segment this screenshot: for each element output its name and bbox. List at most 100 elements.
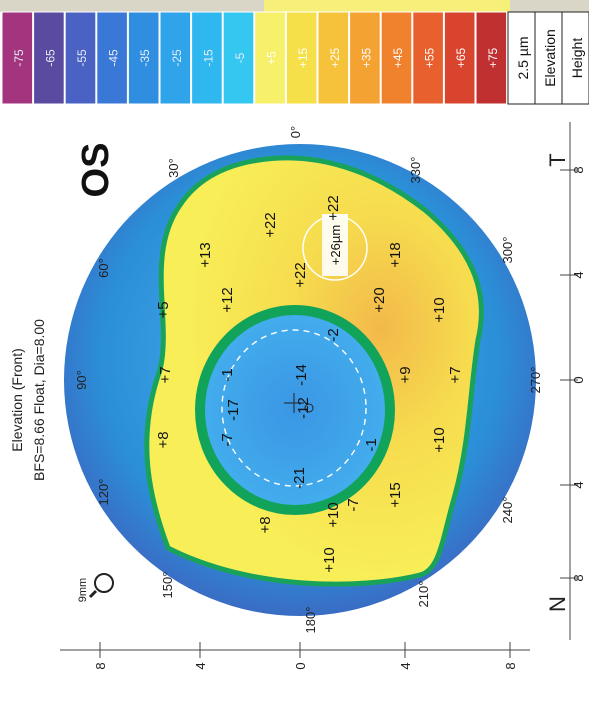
elevation-value: -14 (293, 364, 310, 386)
scale-step-label: 2.5 µm (515, 36, 531, 79)
scale-swatch (254, 11, 286, 105)
ruler-top-label: 0 (571, 376, 586, 383)
scale-swatch (33, 11, 65, 105)
elevation-value: -21 (291, 467, 308, 489)
ruler-left-label: 0 (293, 662, 308, 669)
elevation-value: -12 (295, 397, 312, 419)
pupil-outline (221, 329, 367, 487)
scale-value-label: -35 (138, 49, 152, 67)
angle-label: 240° (500, 497, 515, 524)
elevation-value: -2 (325, 328, 342, 341)
angle-label: 210° (416, 581, 431, 608)
scale-value-label: -75 (12, 49, 26, 67)
scale-swatch (191, 11, 223, 105)
elevation-value: -1 (219, 368, 236, 381)
scale-value-label: -15 (201, 49, 215, 67)
temporal-label: T (545, 153, 570, 166)
scale-value-label: +75 (486, 47, 500, 68)
scale-swatch (443, 11, 476, 105)
zoom-control[interactable]: 9mm (77, 573, 114, 602)
map-subtitle: BFS=8.66 Float, Dia=8.00 (31, 319, 47, 481)
elevation-value: +7 (447, 366, 464, 383)
scale-swatch (159, 11, 192, 105)
angle-label: 180° (303, 607, 318, 634)
elevation-value: -7 (219, 433, 236, 446)
scale-swatch (1, 11, 34, 105)
elevation-value: +7 (157, 366, 174, 383)
scale-value-label: +65 (454, 47, 468, 68)
ruler-top-label: 8 (571, 166, 586, 173)
elevation-value: +5 (155, 301, 172, 318)
scale-value-label: +55 (423, 47, 437, 68)
scale-swatch (285, 11, 318, 105)
angle-label: 300° (500, 237, 515, 264)
angle-label: 120° (96, 479, 111, 506)
scale-value-label: +45 (391, 47, 405, 68)
elevation-value: +18 (387, 242, 404, 267)
scale-swatch (412, 11, 444, 105)
elevation-map[interactable]: +26µm 0° 30° 60° 90° 120° 150° 180° 210° 240° 270… (64, 126, 543, 634)
ruler-left-label: 4 (193, 662, 208, 669)
ruler-top-label: 8 (571, 574, 586, 581)
elevation-value: +10 (325, 502, 342, 527)
scale-warm-strip (264, 0, 510, 12)
elevation-value: +10 (321, 547, 338, 572)
scale-value-label: -25 (170, 49, 184, 67)
cursor-probe[interactable]: +26µm (302, 214, 368, 281)
scale-swatch (349, 11, 381, 105)
scale-swatch (96, 11, 128, 105)
scale-swatch (380, 11, 413, 105)
elevation-value: +10 (431, 427, 448, 452)
ruler-left-label: 8 (93, 662, 108, 669)
central-depression (195, 305, 395, 515)
scale-mode-label: Elevation (542, 29, 558, 87)
eye-label: OS (75, 143, 117, 198)
scale-value-label: -55 (75, 49, 89, 67)
angle-label: 60° (96, 258, 111, 278)
angle-label: 330° (408, 157, 423, 184)
angle-label: 0° (288, 126, 303, 138)
elevation-value: -7 (345, 498, 362, 511)
scale-value-label: +25 (328, 47, 342, 68)
magnifier-icon[interactable] (88, 573, 114, 599)
angle-label: 90° (74, 370, 89, 390)
scale-value-label: -45 (107, 49, 121, 67)
elevation-value: +15 (387, 482, 404, 507)
ruler-top-label: 4 (571, 481, 586, 488)
scale-swatch (475, 11, 508, 105)
scale-swatch (222, 11, 255, 105)
map-title: Elevation (Front) (9, 348, 25, 451)
elevation-value: +22 (325, 195, 342, 220)
elevation-value: +10 (431, 297, 448, 322)
elevation-value: +12 (219, 287, 236, 312)
cursor-readout: +26µm (328, 225, 343, 265)
scale-type-label: Height (569, 38, 585, 79)
ruler-left-label: 8 (503, 662, 518, 669)
scale-value-label: -5 (233, 52, 247, 63)
nasal-label: N (545, 596, 570, 612)
scale-swatch (64, 11, 97, 105)
scale-swatch (127, 11, 160, 105)
elevation-value: +20 (371, 287, 388, 312)
angle-label: 30° (166, 158, 181, 178)
scale-value-label: -65 (43, 49, 57, 67)
color-scale-bar: -75 -65 -55 -45 -35 -25 -15 -5 +5 +15 +25 +35 +45 +55… (0, 0, 589, 105)
ruler-left-label: 4 (398, 662, 413, 669)
scale-value-label: +5 (265, 51, 279, 65)
scale-info-box (507, 11, 589, 105)
elevation-value: +22 (262, 212, 279, 237)
elevation-value: +8 (257, 516, 274, 533)
elevation-value: -17 (225, 399, 242, 421)
elevation-value: +13 (197, 242, 214, 267)
angle-label: 150° (160, 572, 175, 599)
pupil-center-crosshair (284, 393, 314, 413)
scale-swatch (317, 11, 350, 105)
angle-label: 270° (528, 367, 543, 394)
zoom-level-label: 9mm (77, 578, 89, 602)
scale-value-label: +35 (359, 47, 373, 68)
ruler-left: 8 4 0 4 8 (60, 642, 530, 670)
elevation-value: +8 (155, 431, 172, 448)
elevation-value: -1 (363, 438, 380, 451)
